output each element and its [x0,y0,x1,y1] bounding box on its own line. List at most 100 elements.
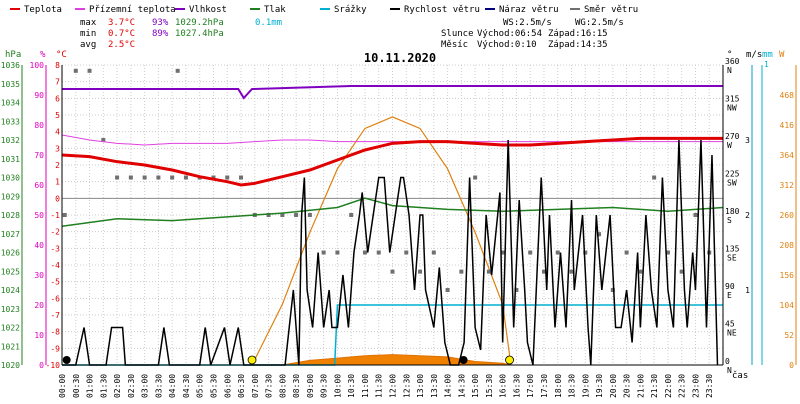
x-tick-label: 11:30 [375,374,384,398]
solar-tick-label: 208 [780,241,795,250]
wind-direction-point [514,288,519,292]
temperature-tick-label: 1 [55,178,60,187]
stat-max-rain: 0.1mm [255,18,282,28]
wind-direction-point [445,288,450,292]
solar-tick-label: 468 [780,91,795,100]
pressure-tick-label: 1031 [1,155,20,164]
legend-label: Srážky [334,5,367,15]
x-tick-label: 02:30 [127,374,136,398]
solar-tick-label: 0 [789,361,794,370]
wind-direction-point [665,250,670,255]
temperature-tick-label: 3 [55,144,60,153]
wind-tick-label: 3 [745,136,750,145]
wind-direction-point [624,250,629,255]
wind-direction-point [418,269,423,274]
humidity-tick-label: 20 [34,301,44,310]
moonset-time: Západ:14:35 [548,40,608,50]
x-tick-label: 16:30 [512,374,521,398]
temperature-tick-label: 4 [55,128,60,137]
temperature-tick-label: -1 [50,211,60,220]
x-tick-label: 15:00 [471,374,480,398]
x-tick-label: 14:30 [457,374,466,398]
pressure-tick-label: 1020 [1,361,20,370]
wind-direction-point [610,288,615,292]
wind-direction-point [307,213,312,217]
humidity-tick-label: 40 [34,241,44,250]
pressure-tick-label: 1024 [1,286,20,295]
pressure-tick-label: 1034 [1,99,20,108]
x-tick-label: 18:00 [554,374,563,398]
humidity-tick-label: 0 [39,361,44,370]
stat-wind-gust: WG:2.5m/s [575,18,624,28]
x-tick-label: 22:00 [664,374,673,398]
x-tick-label: 15:30 [485,374,494,398]
stat-avg-temp: 2.5°C [108,40,135,50]
wind-speed-line [62,139,719,366]
x-tick-label: 20:30 [623,374,632,398]
stat-min-label: min [80,29,96,39]
x-tick-label: 05:00 [196,374,205,398]
direction-axis-unit: ° [727,50,732,60]
temperature-tick-label: -9 [50,344,60,353]
wind-direction-point [73,68,78,73]
wind-direction-point [404,250,409,255]
stat-max-pressure: 1029.2hPa [175,18,224,28]
wind-direction-point [266,213,271,217]
compass-tick-label: W [727,141,732,150]
direction-tick-label: 90 [725,282,735,291]
pressure-tick-label: 1025 [1,267,20,276]
x-tick-label: 07:00 [251,374,260,398]
direction-tick-label: 225 [725,170,740,179]
axes: hPa1020102110221023102410251026102710281… [1,50,797,398]
x-tick-label: 17:30 [540,374,549,398]
temperature-tick-label: 8 [55,61,60,70]
x-tick-label: 07:30 [265,374,274,398]
direction-tick-label: 270 [725,132,740,141]
x-tick-label: 12:00 [389,374,398,398]
temperature-tick-label: -4 [50,261,60,270]
solar-tick-label: 52 [784,331,794,340]
x-tick-label: 03:30 [154,374,163,398]
wind-direction-point [693,213,698,217]
solar-tick-label: 312 [780,181,795,190]
x-tick-label: 02:00 [113,374,122,398]
x-tick-label: 06:30 [237,374,246,398]
pressure-tick-label: 1022 [1,324,20,333]
x-tick-label: 04:00 [168,374,177,398]
humidity-tick-label: 90 [34,91,44,100]
stats-block: max 3.7°C 93% 1029.2hPa 0.1mm min 0.7°C … [80,18,624,50]
temperature-tick-label: -8 [50,328,60,337]
chart-title: 10.11.2020 [364,51,436,65]
compass-tick-label: SE [727,254,737,263]
stat-max-humidity: 93% [152,18,169,28]
pressure-tick-label: 1035 [1,80,20,89]
humidity-tick-label: 60 [34,181,44,190]
wind-direction-point [376,250,381,255]
stat-max-temp: 3.7°C [108,18,135,28]
temperature-tick-label: -5 [50,278,60,287]
wind-direction-point [128,175,133,180]
legend: Teplota Přízemní teplota Vlhkost Tlak Srážky… [10,5,638,15]
wind-direction-point [183,175,188,180]
solar-tick-label: 156 [780,271,795,280]
humidity-line [62,85,723,100]
solar-tick-label: 260 [780,211,795,220]
sunset-time: Západ:16:15 [548,29,608,39]
pressure-tick-label: 1028 [1,211,20,220]
x-tick-label: 09:30 [320,374,329,398]
x-tick-label: 21:00 [636,374,645,398]
solar-tick-label: 364 [780,151,795,160]
x-tick-label: 04:30 [182,374,191,398]
x-tick-label: 21:30 [650,374,659,398]
humidity-tick-label: 100 [30,61,45,70]
x-tick-label: 11:00 [361,374,370,398]
wind-direction-point [473,175,478,180]
wind-direction-point [349,213,354,217]
pressure-axis-unit: hPa [5,50,21,60]
x-tick-label: 06:00 [223,374,232,398]
temperature-tick-label: -2 [50,228,60,237]
x-tick-label: 10:30 [347,374,356,398]
pressure-tick-label: 1029 [1,192,20,201]
moonrise-time: Východ:0:10 [477,40,537,50]
